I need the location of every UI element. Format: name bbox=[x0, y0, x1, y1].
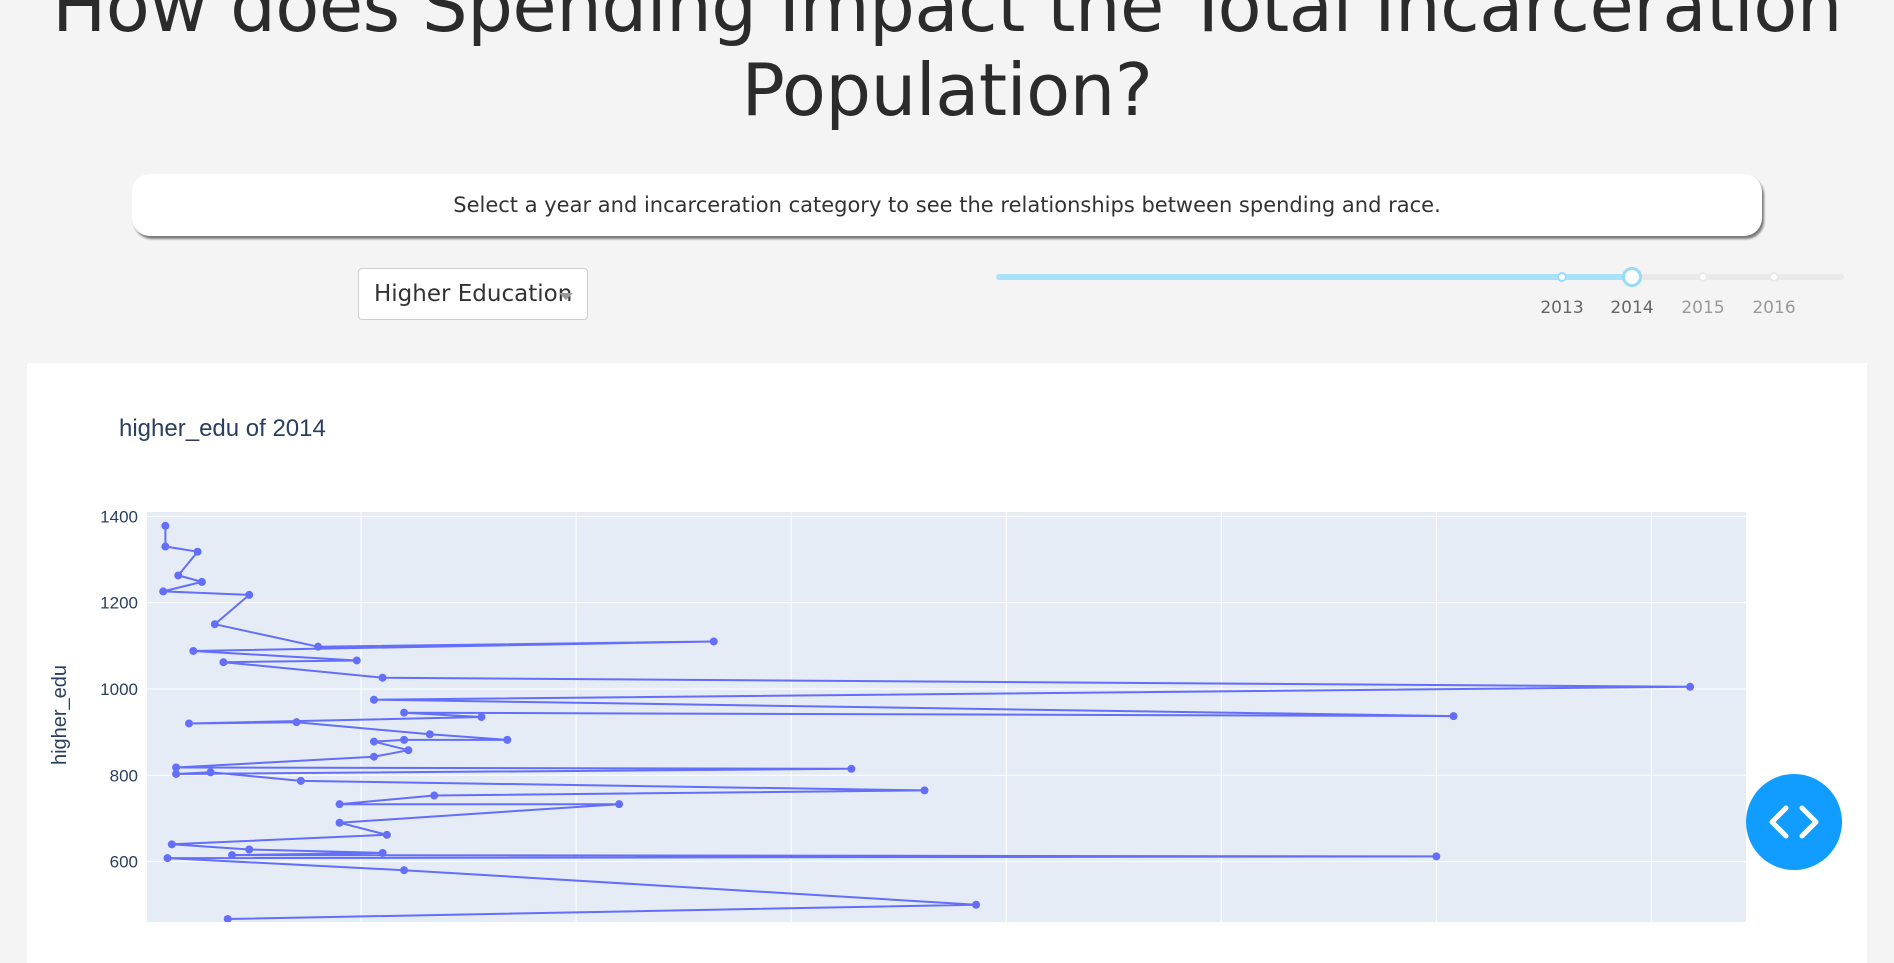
page-title: How does Spending Impact the Total Incar… bbox=[52, 0, 1842, 132]
data-point[interactable] bbox=[847, 764, 856, 773]
data-point[interactable] bbox=[1686, 682, 1695, 691]
data-point[interactable] bbox=[378, 848, 387, 857]
code-icon bbox=[1769, 805, 1819, 839]
data-point[interactable] bbox=[352, 656, 361, 665]
chevron-down-icon bbox=[559, 293, 573, 300]
y-tick-label: 1400 bbox=[100, 507, 138, 526]
chart-title: higher_edu of 2014 bbox=[119, 415, 326, 442]
year-slider-dot-2016[interactable] bbox=[1769, 272, 1779, 282]
y-tick-label: 1000 bbox=[100, 680, 138, 699]
data-point[interactable] bbox=[400, 708, 409, 717]
data-point[interactable] bbox=[615, 800, 624, 809]
graph-panel: higher_edu of 2014 600 800 1000 1200 1400 hi… bbox=[27, 363, 1867, 963]
year-mark-2015[interactable]: 2015 bbox=[1681, 298, 1725, 318]
data-point[interactable] bbox=[206, 768, 215, 777]
data-point[interactable] bbox=[1432, 852, 1441, 861]
data-point[interactable] bbox=[228, 851, 237, 860]
data-point[interactable] bbox=[189, 646, 198, 655]
data-point[interactable] bbox=[296, 776, 305, 785]
data-point[interactable] bbox=[172, 763, 181, 772]
data-point[interactable] bbox=[314, 642, 323, 651]
data-point[interactable] bbox=[292, 718, 301, 727]
data-point[interactable] bbox=[159, 587, 168, 596]
data-point[interactable] bbox=[193, 547, 202, 556]
y-tick-label: 800 bbox=[110, 766, 138, 785]
year-slider-dot-2015[interactable] bbox=[1698, 272, 1708, 282]
plot-area[interactable] bbox=[146, 512, 1746, 922]
data-point[interactable] bbox=[425, 730, 434, 739]
line-chart[interactable]: higher_edu of 2014 600 800 1000 1200 1400 hi… bbox=[27, 363, 1867, 922]
data-point[interactable] bbox=[400, 866, 409, 875]
data-point[interactable] bbox=[430, 791, 439, 800]
instruction-card: Select a year and incarceration category… bbox=[132, 174, 1762, 236]
data-point[interactable] bbox=[382, 830, 391, 839]
data-point[interactable] bbox=[167, 840, 176, 849]
code-toggle-button[interactable] bbox=[1746, 774, 1842, 870]
data-point[interactable] bbox=[477, 713, 486, 721]
data-point[interactable] bbox=[163, 854, 172, 863]
y-tick-label: 1200 bbox=[100, 594, 138, 613]
data-point[interactable] bbox=[920, 786, 929, 795]
year-slider-dot-2013[interactable] bbox=[1557, 272, 1567, 282]
data-point[interactable] bbox=[219, 658, 228, 667]
data-point[interactable] bbox=[378, 673, 387, 682]
year-slider-track bbox=[996, 274, 1632, 280]
data-point[interactable] bbox=[709, 637, 718, 646]
data-point[interactable] bbox=[197, 577, 206, 586]
data-point[interactable] bbox=[400, 735, 409, 744]
data-point[interactable] bbox=[369, 695, 378, 704]
year-mark-2016[interactable]: 2016 bbox=[1752, 298, 1796, 318]
y-tick-label: 600 bbox=[110, 853, 138, 872]
year-slider-handle[interactable] bbox=[1622, 267, 1642, 287]
year-mark-2014[interactable]: 2014 bbox=[1610, 298, 1654, 318]
data-point[interactable] bbox=[335, 800, 344, 809]
data-point[interactable] bbox=[161, 521, 170, 530]
year-mark-2013[interactable]: 2013 bbox=[1540, 298, 1584, 318]
data-point[interactable] bbox=[161, 542, 170, 551]
data-point[interactable] bbox=[172, 769, 181, 778]
data-point[interactable] bbox=[503, 735, 512, 744]
instruction-text: Select a year and incarceration category… bbox=[453, 193, 1441, 217]
data-point[interactable] bbox=[369, 752, 378, 761]
data-point[interactable] bbox=[245, 590, 254, 599]
data-point[interactable] bbox=[1449, 712, 1458, 721]
data-point[interactable] bbox=[185, 719, 194, 728]
data-point[interactable] bbox=[972, 900, 981, 909]
data-point[interactable] bbox=[404, 746, 413, 755]
data-point[interactable] bbox=[223, 914, 232, 922]
data-point[interactable] bbox=[369, 737, 378, 746]
y-axis-label: higher_edu bbox=[49, 665, 71, 765]
category-dropdown-value: Higher Education bbox=[374, 281, 573, 307]
data-point[interactable] bbox=[174, 571, 183, 580]
data-point[interactable] bbox=[335, 818, 344, 827]
category-dropdown[interactable]: Higher Education bbox=[358, 268, 588, 320]
data-point[interactable] bbox=[245, 845, 254, 854]
data-point[interactable] bbox=[210, 620, 219, 629]
year-slider[interactable]: 2013 2014 2015 2016 bbox=[996, 266, 1846, 326]
